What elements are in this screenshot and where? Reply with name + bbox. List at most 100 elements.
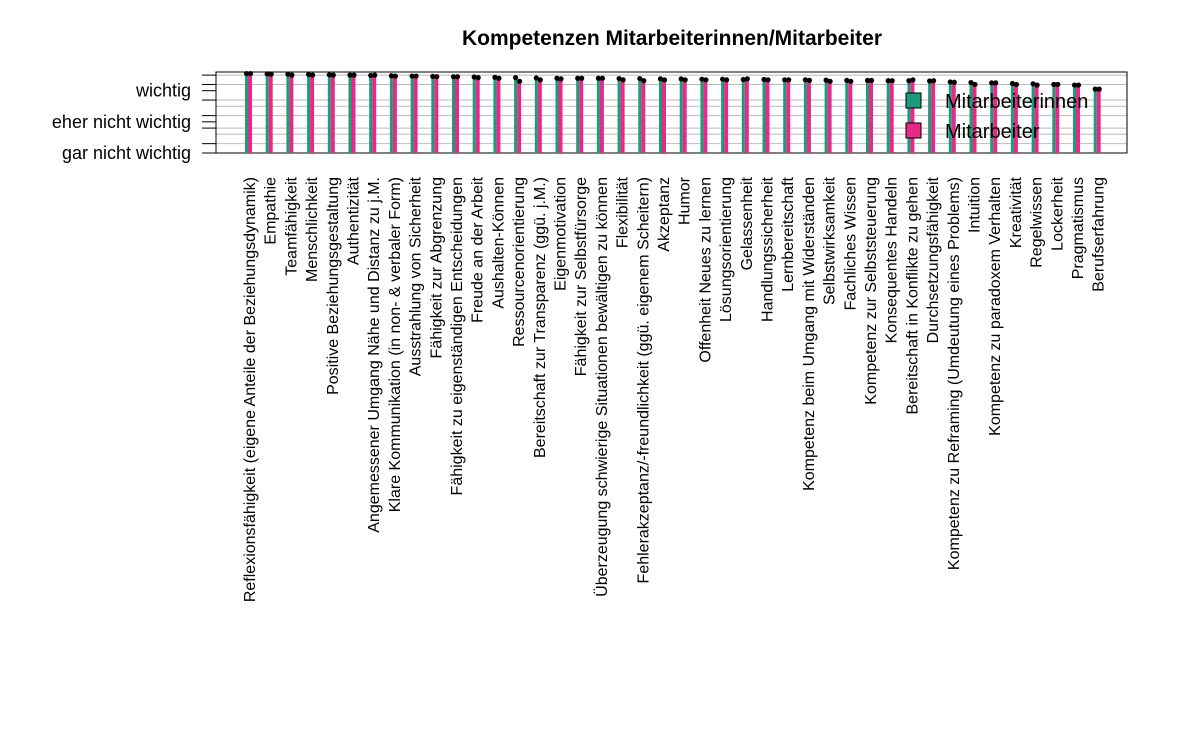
- bar-mitarbeiterinnen: [1010, 83, 1014, 153]
- plot-frame: [215, 71, 1128, 154]
- bar-mitarbeiter: [351, 75, 356, 153]
- chart-title: Kompetenzen Mitarbeiterinnen/Mitarbeiter: [462, 27, 882, 50]
- bar-mitarbeiter: [558, 78, 563, 153]
- x-tick-label: Ressourcenorientierung: [511, 177, 528, 347]
- x-tick-label: Kompetenz zu Reframing (Umdeutung eines …: [946, 177, 963, 570]
- bar-mitarbeiter: [931, 80, 936, 153]
- bar-mitarbeiterinnen: [1052, 84, 1056, 153]
- x-tick-label: Flexibilität: [615, 176, 632, 248]
- point-mitarbeiterinnen: [471, 74, 477, 80]
- bar-mitarbeiterinnen: [617, 78, 621, 153]
- bar-mitarbeiterinnen: [638, 78, 642, 153]
- bar-mitarbeiterinnen: [493, 77, 497, 153]
- point-mitarbeiterinnen: [885, 78, 891, 84]
- point-mitarbeiter: [765, 77, 771, 83]
- point-mitarbeiterinnen: [1030, 81, 1036, 87]
- bar-mitarbeiter: [641, 80, 646, 153]
- bar-mitarbeiterinnen: [410, 76, 414, 153]
- point-mitarbeiterinnen: [864, 77, 871, 84]
- bar-mitarbeiterinnen: [741, 79, 745, 153]
- x-tick-label: Fähigkeit zur Selbstfürsorge: [573, 177, 590, 376]
- legend-label: Mitarbeiter: [945, 121, 1040, 143]
- point-mitarbeiter: [1096, 86, 1102, 92]
- x-tick-label: Berufserfahrung: [1091, 177, 1108, 292]
- bar-mitarbeiter: [496, 78, 501, 153]
- bar-mitarbeiter: [289, 75, 294, 153]
- bar-mitarbeiter: [599, 78, 604, 153]
- bar-mitarbeiterinnen: [762, 79, 766, 153]
- x-tick-label: Überzeugung schwierige Situationen bewäl…: [593, 177, 611, 597]
- bar-mitarbeiterinnen: [783, 79, 787, 153]
- bar-mitarbeiterinnen: [534, 77, 538, 153]
- x-tick-label: Bereitschaft in Konflikte zu gehen: [904, 177, 921, 414]
- bar-mitarbeiter: [413, 76, 418, 153]
- x-tick-label: Durchsetzungsfähigkeit: [925, 176, 942, 343]
- bar-mitarbeiter: [310, 75, 315, 153]
- x-tick-label: Empathie: [263, 177, 280, 245]
- bar-mitarbeiter: [703, 79, 708, 153]
- legend: Mitarbeiterinnen Mitarbeiter: [905, 91, 1088, 143]
- point-mitarbeiterinnen: [927, 78, 933, 84]
- x-tick-label: Fähigkeit zur Abgrenzung: [428, 177, 445, 358]
- bar-mitarbeiterinnen: [824, 80, 828, 153]
- point-mitarbeiter: [620, 77, 626, 83]
- point-mitarbeiterinnen: [968, 79, 974, 86]
- x-tick-label: Positive Beziehungsgestaltung: [325, 177, 342, 395]
- bar-mitarbeiter: [786, 79, 791, 153]
- bar-mitarbeiterinnen: [555, 78, 559, 153]
- point-mitarbeiter: [372, 72, 378, 78]
- point-mitarbeiterinnen: [1071, 82, 1078, 88]
- point-mitarbeiter: [931, 78, 937, 84]
- point-mitarbeiterinnen: [782, 77, 788, 83]
- point-mitarbeiter: [724, 77, 730, 83]
- legend-swatch: [905, 122, 922, 139]
- bar-mitarbeiterinnen: [431, 76, 435, 153]
- x-tick-label: Teamfähigkeit: [283, 176, 300, 275]
- bar-mitarbeiter: [682, 79, 687, 153]
- x-tick-label: Offenheit Neues zu lernen: [697, 177, 714, 363]
- bar-mitarbeiter: [434, 76, 439, 153]
- point-mitarbeiterinnen: [430, 73, 436, 79]
- x-tick-label: Angemessener Umgang Nähe und Distanz zu …: [366, 177, 383, 533]
- grid-lines: [216, 74, 1127, 145]
- bar-mitarbeiterinnen: [265, 73, 269, 153]
- bar-mitarbeiterinnen: [969, 82, 973, 153]
- point-mitarbeiterinnen: [368, 72, 374, 79]
- bar-mitarbeiter: [248, 73, 252, 153]
- bar-mitarbeiter: [724, 79, 729, 153]
- bar-mitarbeiterinnen: [472, 76, 476, 153]
- point-mitarbeiterinnen: [802, 77, 809, 83]
- bar-mitarbeiterinnen: [576, 78, 580, 153]
- bar-mitarbeiter: [1096, 89, 1101, 153]
- x-tick-label: Kompetenz beim Umgang mit Widerständen: [801, 177, 818, 491]
- bar-mitarbeiterinnen: [348, 75, 352, 153]
- bar-mitarbeiterinnen: [845, 80, 849, 153]
- bar-mitarbeiter: [1076, 85, 1080, 153]
- x-tick-label: Fehlerakzeptanz/-freundlichkeit (ggü. ei…: [635, 177, 652, 583]
- point-mitarbeiterinnen: [347, 72, 353, 78]
- point-mitarbeiterinnen: [1051, 81, 1057, 88]
- x-tick-label: Pragmatismus: [1070, 177, 1087, 279]
- point-mitarbeiterinnen: [243, 70, 250, 77]
- bar-mitarbeiter: [972, 84, 977, 153]
- x-tick-label: Kompetenz zu paradoxem Verhalten: [987, 177, 1004, 436]
- x-tick-label: Klare Kommunikation (in non- & verbaler …: [387, 177, 404, 512]
- point-mitarbeiterinnen: [947, 79, 953, 85]
- bar-mitarbeiterinnen: [389, 75, 393, 153]
- points: [243, 70, 1102, 92]
- bar-mitarbeiterinnen: [907, 80, 911, 153]
- point-mitarbeiterinnen: [678, 76, 684, 82]
- bar-mitarbeiter: [475, 77, 480, 153]
- bar-mitarbeiterinnen: [803, 79, 807, 153]
- bar-mitarbeiterinnen: [700, 79, 704, 153]
- bar-mitarbeiter: [392, 76, 397, 153]
- point-mitarbeiter: [682, 77, 688, 83]
- x-tick-label: Kompetenz zur Selbststeuerung: [863, 177, 880, 405]
- bar-mitarbeiter: [662, 79, 666, 153]
- bar-mitarbeiter: [910, 79, 915, 153]
- point-mitarbeiterinnen: [740, 76, 746, 83]
- x-tick-label: Bereitschaft zur Transparenz (ggü. j.M.): [532, 177, 549, 458]
- x-tick-label: Intuition: [967, 177, 984, 233]
- point-mitarbeiter: [392, 73, 398, 79]
